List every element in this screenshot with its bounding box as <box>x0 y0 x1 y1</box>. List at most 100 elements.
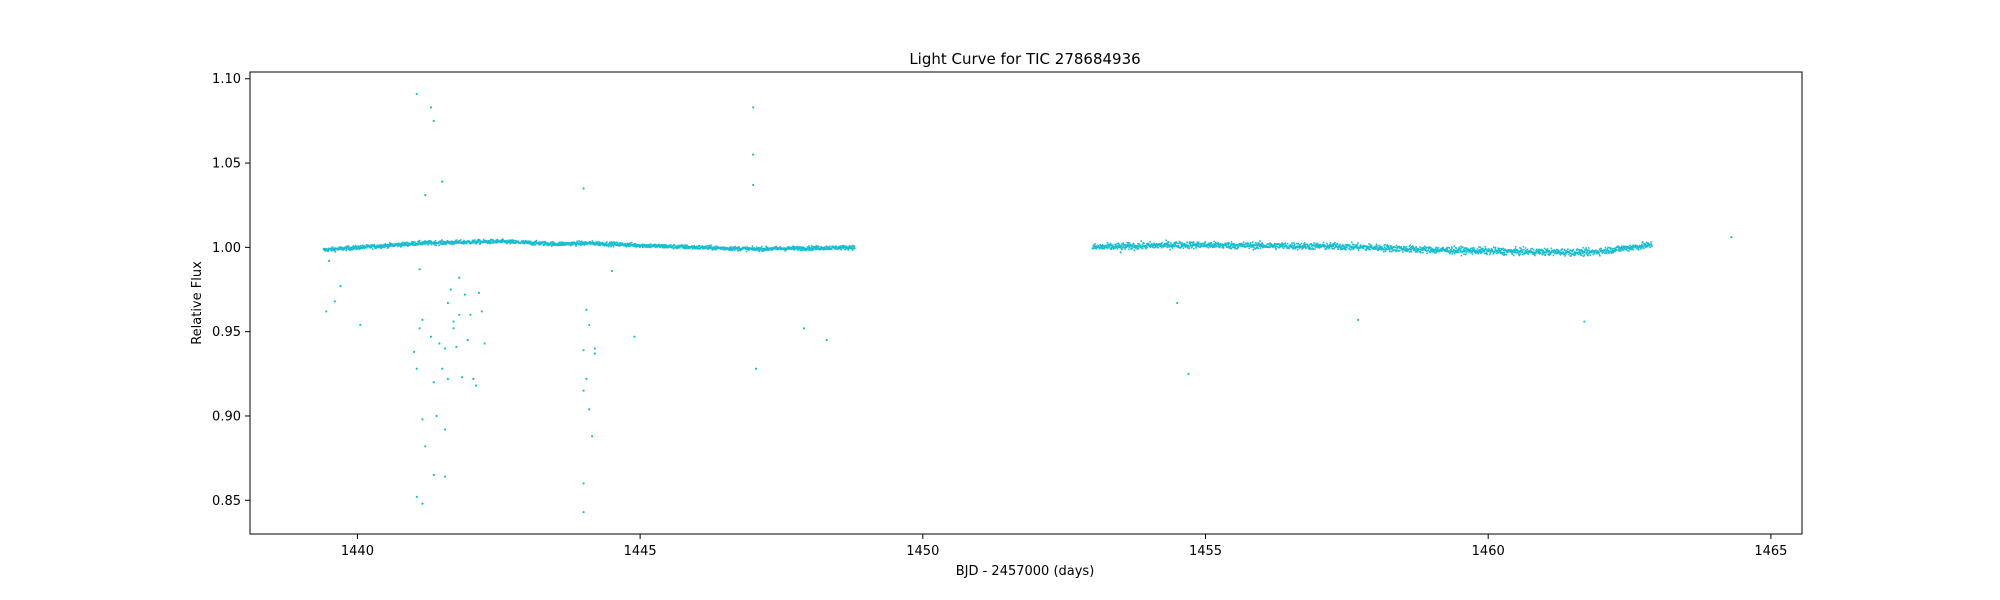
data-point <box>575 242 578 245</box>
data-point <box>1479 250 1482 252</box>
data-point <box>1115 244 1117 247</box>
data-point <box>1429 251 1432 254</box>
data-point <box>401 241 404 244</box>
outlier-point <box>582 389 585 392</box>
data-point <box>1315 244 1317 246</box>
data-point <box>1209 246 1212 248</box>
data-point <box>1197 244 1199 247</box>
data-point <box>1188 241 1191 243</box>
data-point <box>1557 252 1559 254</box>
data-point <box>1196 245 1199 248</box>
data-point <box>379 244 382 247</box>
data-point <box>660 245 663 248</box>
data-point <box>1618 250 1621 253</box>
data-point <box>1517 251 1519 253</box>
data-point <box>1128 246 1130 249</box>
data-point <box>1110 246 1113 249</box>
data-point <box>796 247 798 250</box>
data-point <box>1433 252 1436 254</box>
data-point <box>612 244 615 247</box>
data-point <box>549 243 551 246</box>
data-point <box>1380 248 1382 251</box>
data-point <box>539 243 542 245</box>
data-point <box>1583 254 1586 256</box>
data-point <box>1557 250 1559 253</box>
data-point <box>1225 244 1228 247</box>
data-point <box>478 238 481 241</box>
data-point <box>753 248 756 251</box>
data-point <box>1184 243 1187 246</box>
data-point <box>500 239 503 242</box>
data-point <box>516 240 518 243</box>
data-point <box>1369 243 1372 246</box>
data-point <box>1466 247 1468 250</box>
data-point <box>1552 250 1554 253</box>
data-point <box>371 244 374 247</box>
data-point <box>1345 248 1347 251</box>
data-point <box>1374 248 1376 250</box>
data-point <box>1127 242 1130 244</box>
data-point <box>1297 243 1300 245</box>
data-point <box>1383 246 1386 249</box>
data-point <box>684 247 686 250</box>
data-point <box>1387 246 1390 249</box>
data-point <box>1612 251 1614 254</box>
data-point <box>610 241 613 243</box>
data-point <box>1357 242 1359 244</box>
data-point <box>458 241 460 244</box>
data-point <box>1333 243 1336 246</box>
data-point <box>1614 247 1617 250</box>
data-point <box>842 244 845 247</box>
data-point <box>1510 249 1512 251</box>
outlier-point <box>424 445 427 448</box>
data-point <box>457 240 460 242</box>
data-point <box>1236 244 1239 247</box>
data-point <box>823 246 826 248</box>
data-point <box>480 240 483 243</box>
data-point <box>535 241 537 244</box>
data-point <box>607 245 610 248</box>
data-point <box>648 245 651 247</box>
data-point <box>527 240 529 243</box>
data-point <box>614 242 617 245</box>
data-point <box>358 246 361 248</box>
data-point <box>1251 244 1253 247</box>
data-point <box>1620 246 1623 249</box>
data-point <box>1284 245 1286 248</box>
data-point <box>1120 244 1122 247</box>
data-point <box>1495 252 1498 255</box>
data-point <box>825 245 828 248</box>
data-point <box>1260 243 1262 246</box>
data-point <box>1627 250 1630 252</box>
data-point <box>1445 248 1447 250</box>
data-point <box>1401 248 1403 251</box>
data-point <box>1251 241 1254 243</box>
data-point <box>1614 247 1617 249</box>
data-point <box>1514 247 1517 250</box>
data-point <box>1590 251 1593 254</box>
data-point <box>411 243 414 245</box>
data-point <box>701 245 704 247</box>
data-point <box>1123 244 1126 246</box>
data-point <box>495 239 498 242</box>
data-point <box>514 242 517 245</box>
data-point <box>1319 243 1322 246</box>
data-point <box>383 245 386 247</box>
data-point <box>720 248 723 251</box>
data-point <box>1536 250 1539 253</box>
data-point <box>835 245 838 248</box>
data-point <box>1104 244 1107 247</box>
data-point <box>807 247 809 249</box>
data-point <box>346 245 348 247</box>
data-point <box>599 241 601 244</box>
data-point <box>442 240 444 243</box>
data-point <box>1470 247 1472 250</box>
data-point <box>1471 247 1474 250</box>
data-point <box>626 242 629 245</box>
data-point <box>801 249 803 251</box>
outlier-point <box>582 482 585 485</box>
data-point <box>845 247 847 250</box>
data-point <box>1623 247 1626 250</box>
data-point <box>1260 245 1263 247</box>
outlier-point <box>825 338 828 342</box>
